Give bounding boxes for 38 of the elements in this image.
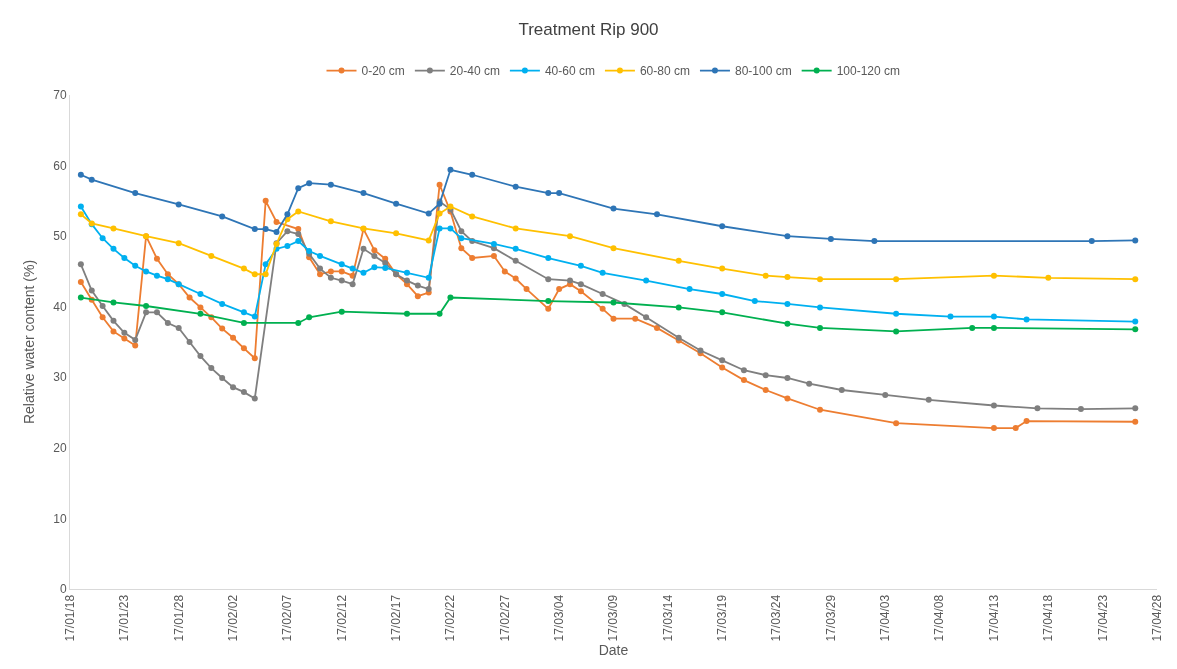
y-tick-label: 40 xyxy=(53,299,67,314)
legend-label: 20-40 cm xyxy=(449,64,500,79)
x-tick-label: 17/04/23 xyxy=(1095,594,1110,642)
y-tick-label: 0 xyxy=(59,582,67,597)
x-tick-label: 17/01/18 xyxy=(62,594,77,642)
legend-label: 40-60 cm xyxy=(544,64,595,79)
x-tick-label: 17/03/24 xyxy=(769,594,784,642)
x-tick-label: 17/03/29 xyxy=(823,594,838,642)
x-tick-label: 17/02/17 xyxy=(389,594,403,642)
y-tick-label: 10 xyxy=(53,511,67,526)
x-tick-label: 17/02/12 xyxy=(334,594,349,642)
x-tick-label: 17/04/18 xyxy=(1041,594,1056,642)
x-tick-label: 17/02/07 xyxy=(280,594,295,642)
x-tick-label: 17/02/27 xyxy=(497,594,512,642)
x-tick-label: 17/03/14 xyxy=(660,594,675,642)
legend-label: 60-80 cm xyxy=(639,64,690,79)
x-tick-label: 17/01/28 xyxy=(171,594,186,642)
x-tick-label: 17/04/08 xyxy=(932,594,947,642)
y-tick-label: 70 xyxy=(53,88,67,103)
y-axis-title: Relative water content (%) xyxy=(20,259,37,425)
x-tick-label: 17/04/13 xyxy=(986,594,1001,642)
legend-label: 100-120 cm xyxy=(836,64,901,79)
x-axis-title: Date xyxy=(598,641,629,658)
x-tick-label: 17/02/02 xyxy=(225,594,240,642)
x-tick-label: 17/03/09 xyxy=(606,594,621,642)
y-tick-label: 30 xyxy=(53,370,67,385)
legend-label: 80-100 cm xyxy=(734,64,792,79)
y-tick-label: 50 xyxy=(53,229,67,244)
x-tick-label: 17/01/23 xyxy=(117,594,132,642)
x-tick-label: 17/04/03 xyxy=(878,594,893,642)
legend-label: 0-20 cm xyxy=(361,64,405,79)
x-tick-label: 17/02/22 xyxy=(443,594,458,642)
x-tick-label: 17/03/19 xyxy=(715,594,730,642)
chart-title: Treatment Rip 900 xyxy=(518,20,659,40)
x-tick-label: 17/04/28 xyxy=(1149,594,1164,642)
y-tick-label: 60 xyxy=(53,158,67,173)
x-tick-label: 17/03/04 xyxy=(552,594,567,642)
y-tick-label: 20 xyxy=(53,441,67,456)
